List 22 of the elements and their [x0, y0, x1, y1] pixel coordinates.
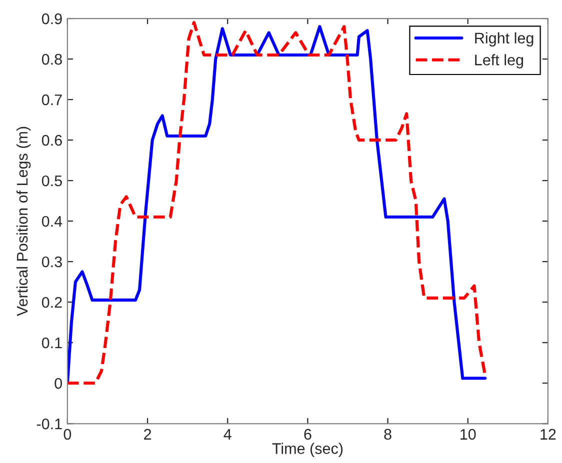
x-tick-label: 2 [144, 428, 152, 440]
y-tick-label: 0.5 [42, 175, 62, 186]
y-tick-label: 0.6 [42, 134, 62, 146]
x-tick-label: 6 [304, 428, 312, 440]
x-tick-label: 4 [224, 429, 232, 440]
x-tick-label: 12 [540, 428, 556, 440]
x-tick-label: 10 [460, 428, 476, 440]
y-tick-label: 0.4 [42, 216, 62, 227]
legend-label: Right leg [475, 32, 534, 47]
y-tick-label: 0.7 [42, 94, 62, 106]
y-axis-title: Vertical Position of Legs (m) [16, 126, 31, 316]
legend-label: Left leg [475, 54, 524, 68]
x-axis-title: Time (sec) [272, 442, 343, 457]
y-tick-label: 0.8 [42, 54, 62, 65]
y-tick-label: 0.9 [42, 13, 62, 24]
x-tick-label: 8 [384, 428, 392, 440]
y-tick-label: 0.3 [42, 256, 62, 268]
y-tick-label: 0 [54, 378, 62, 389]
y-tick-label: 0.2 [42, 296, 62, 308]
y-tick-label: 0.1 [42, 337, 62, 348]
y-tick-label: -0.1 [36, 418, 62, 430]
x-tick-label: 0 [64, 428, 72, 440]
